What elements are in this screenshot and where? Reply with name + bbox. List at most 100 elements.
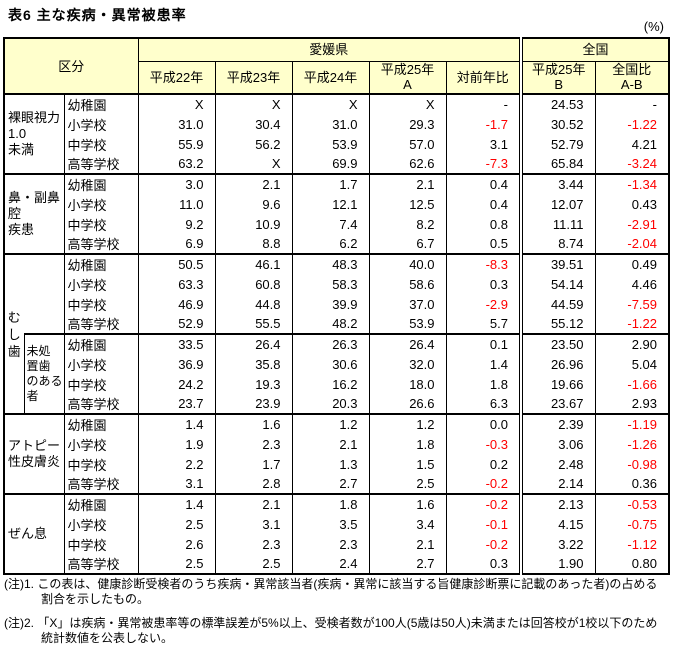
value-cell: -1.22 bbox=[594, 114, 670, 134]
school-cell: 高等学校 bbox=[63, 154, 139, 174]
header-zenkoku: 全国 bbox=[519, 37, 670, 62]
table-row: 小学校 2.5 3.1 3.5 3.4 -0.1 4.15 -0.75 bbox=[4, 514, 670, 534]
value-cell: 2.3 bbox=[291, 534, 370, 554]
value-cell: 19.66 bbox=[519, 374, 596, 394]
value-cell: 50.5 bbox=[137, 253, 216, 274]
value-cell: 1.7 bbox=[214, 454, 293, 474]
value-cell: 32.0 bbox=[368, 354, 447, 374]
value-cell: -1.66 bbox=[594, 374, 670, 394]
value-cell: X bbox=[368, 93, 447, 114]
value-cell: 2.90 bbox=[594, 333, 670, 354]
value-cell: 0.36 bbox=[594, 474, 670, 494]
value-cell: 18.0 bbox=[368, 374, 447, 394]
table-row: アトピー 性皮膚炎 幼稚園 1.4 1.6 1.2 1.2 0.0 2.39 -… bbox=[3, 413, 670, 494]
value-cell: -8.3 bbox=[445, 253, 522, 274]
table-row: 中学校 2.2 1.7 1.3 1.5 0.2 2.48 -0.98 bbox=[4, 454, 670, 474]
value-cell: 2.8 bbox=[214, 474, 293, 494]
value-cell: 11.11 bbox=[519, 214, 596, 234]
value-cell: 37.0 bbox=[368, 294, 447, 314]
value-cell: 2.2 bbox=[137, 454, 216, 474]
main-table: 区分 愛媛県 全国 平成22年 平成23年 平成24年 平成25年 A 対前年比… bbox=[3, 37, 670, 575]
value-cell: 26.4 bbox=[368, 333, 447, 354]
school-cell: 高等学校 bbox=[63, 554, 139, 574]
value-cell: 39.51 bbox=[519, 253, 596, 274]
value-cell: 4.46 bbox=[594, 274, 670, 294]
value-cell: 55.12 bbox=[519, 314, 596, 334]
value-cell: 53.9 bbox=[291, 134, 370, 154]
value-cell: -1.12 bbox=[594, 534, 670, 554]
value-cell: 36.9 bbox=[137, 354, 216, 374]
value-cell: 12.1 bbox=[291, 194, 370, 214]
value-cell: -7.3 bbox=[445, 154, 522, 174]
value-cell: 2.3 bbox=[214, 534, 293, 554]
school-cell: 中学校 bbox=[63, 534, 139, 554]
school-cell: 中学校 bbox=[63, 214, 139, 234]
value-cell: 2.3 bbox=[214, 434, 293, 454]
value-cell: 23.67 bbox=[519, 394, 596, 414]
value-cell: 26.6 bbox=[368, 394, 447, 414]
value-cell: 0.4 bbox=[445, 194, 522, 214]
value-cell: 12.5 bbox=[368, 194, 447, 214]
school-cell: 幼稚園 bbox=[63, 333, 139, 354]
value-cell: 9.6 bbox=[214, 194, 293, 214]
school-cell: 幼稚園 bbox=[63, 173, 139, 194]
group-label-untreated: 未処 置歯 のある 者 bbox=[23, 333, 65, 414]
value-cell: -0.2 bbox=[445, 534, 522, 554]
value-cell: 2.6 bbox=[137, 534, 216, 554]
value-cell: -0.1 bbox=[445, 514, 522, 534]
value-cell: 5.04 bbox=[594, 354, 670, 374]
value-cell: 3.1 bbox=[214, 514, 293, 534]
value-cell: 23.7 bbox=[137, 394, 216, 414]
value-cell: 1.6 bbox=[214, 413, 293, 434]
value-cell: 60.8 bbox=[214, 274, 293, 294]
table-row: 小学校 36.9 35.8 30.6 32.0 1.4 26.96 5.04 bbox=[4, 354, 670, 374]
table-row: 小学校 63.3 60.8 58.3 58.6 0.3 54.14 4.46 bbox=[4, 274, 670, 294]
school-cell: 小学校 bbox=[63, 194, 139, 214]
value-cell: -0.75 bbox=[594, 514, 670, 534]
value-cell: 3.0 bbox=[137, 173, 216, 194]
value-cell: 5.7 bbox=[445, 314, 522, 334]
table-row: 中学校 2.6 2.3 2.3 2.1 -0.2 3.22 -1.12 bbox=[4, 534, 670, 554]
group-label-nose: 鼻・副鼻腔 疾患 bbox=[3, 173, 65, 254]
school-cell: 中学校 bbox=[63, 294, 139, 314]
value-cell: 58.3 bbox=[291, 274, 370, 294]
value-cell: 1.3 bbox=[291, 454, 370, 474]
school-cell: 中学校 bbox=[63, 454, 139, 474]
value-cell: 2.4 bbox=[291, 554, 370, 574]
value-cell: 6.2 bbox=[291, 234, 370, 254]
value-cell: 2.5 bbox=[368, 474, 447, 494]
value-cell: -0.3 bbox=[445, 434, 522, 454]
table-row: 小学校 31.0 30.4 31.0 29.3 -1.7 30.52 -1.22 bbox=[4, 114, 670, 134]
value-cell: 57.0 bbox=[368, 134, 447, 154]
value-cell: 1.8 bbox=[445, 374, 522, 394]
value-cell: 31.0 bbox=[137, 114, 216, 134]
table-row: 高等学校 6.9 8.8 6.2 6.7 0.5 8.74 -2.04 bbox=[4, 234, 670, 254]
header-col-yoy: 対前年比 bbox=[445, 60, 522, 95]
group-label-vision: 裸眼視力 1.0 未満 bbox=[3, 93, 65, 174]
value-cell: 39.9 bbox=[291, 294, 370, 314]
value-cell: 55.9 bbox=[137, 134, 216, 154]
value-cell: 24.53 bbox=[519, 93, 596, 114]
value-cell: -2.04 bbox=[594, 234, 670, 254]
table-row: 高等学校 3.1 2.8 2.7 2.5 -0.2 2.14 0.36 bbox=[4, 474, 670, 494]
value-cell: 2.13 bbox=[519, 493, 596, 514]
school-cell: 小学校 bbox=[63, 114, 139, 134]
value-cell: 0.5 bbox=[445, 234, 522, 254]
table-header: 区分 愛媛県 全国 平成22年 平成23年 平成24年 平成25年 A 対前年比… bbox=[3, 37, 670, 95]
value-cell: 8.8 bbox=[214, 234, 293, 254]
value-cell: 2.7 bbox=[291, 474, 370, 494]
table-row: 高等学校 23.7 23.9 20.3 26.6 6.3 23.67 2.93 bbox=[4, 394, 670, 414]
footnotes: (注)1. この表は、健康診断受検者のうち疾病・異常該当者(疾病・異常に該当する… bbox=[4, 577, 669, 645]
value-cell: -1.7 bbox=[445, 114, 522, 134]
value-cell: -2.9 bbox=[445, 294, 522, 314]
value-cell: 3.5 bbox=[291, 514, 370, 534]
group-label-cavities: む し 歯 bbox=[3, 253, 24, 414]
value-cell: 10.9 bbox=[214, 214, 293, 234]
value-cell: 0.3 bbox=[445, 274, 522, 294]
value-cell: 63.2 bbox=[137, 154, 216, 174]
value-cell: 0.8 bbox=[445, 214, 522, 234]
table-row: 高等学校 52.9 55.5 48.2 53.9 5.7 55.12 -1.22 bbox=[4, 314, 670, 334]
value-cell: -1.34 bbox=[594, 173, 670, 194]
table-row: 高等学校 2.5 2.5 2.4 2.7 0.3 1.90 0.80 bbox=[4, 554, 670, 574]
value-cell: -7.59 bbox=[594, 294, 670, 314]
